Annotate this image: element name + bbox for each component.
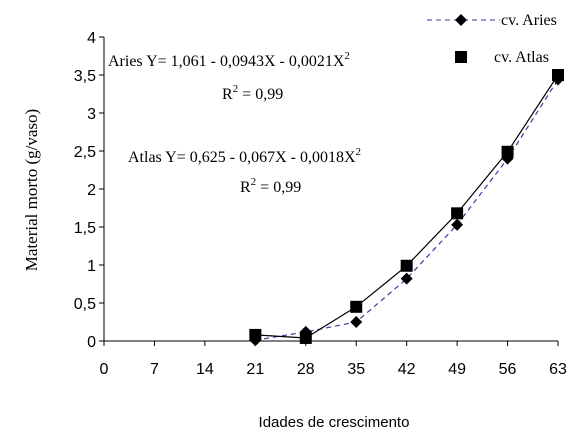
data-point-aries bbox=[451, 218, 464, 231]
series-lines bbox=[255, 74, 559, 341]
x-tick-label: 42 bbox=[398, 361, 416, 378]
y-tick-label: 1,5 bbox=[74, 220, 96, 237]
y-tick-label: 2 bbox=[87, 182, 96, 199]
x-tick-label: 49 bbox=[448, 361, 466, 378]
y-tick-label: 3,5 bbox=[74, 68, 96, 85]
legend: cv. Aries cv. Atlas bbox=[427, 12, 557, 66]
x-tick-label: 35 bbox=[347, 361, 365, 378]
y-tick-label: 0 bbox=[87, 334, 96, 351]
axes bbox=[103, 37, 558, 342]
data-point-atlas bbox=[249, 328, 262, 341]
x-ticks: 0 7 14 21 28 35 42 49 56 63 bbox=[100, 341, 567, 378]
x-tick-label: 21 bbox=[246, 361, 264, 378]
data-point-atlas bbox=[552, 69, 564, 81]
aries-equation: Aries Y= 1,061 - 0,0943X - 0,0021X2 bbox=[108, 50, 350, 70]
y-tick-label: 4 bbox=[87, 30, 96, 47]
series-line-aries bbox=[255, 79, 559, 341]
data-point-atlas bbox=[451, 207, 464, 220]
legend-entry-atlas: cv. Atlas bbox=[455, 49, 549, 66]
x-axis-label: Idades de crescimento bbox=[259, 414, 410, 431]
x-tick-label: 28 bbox=[297, 361, 315, 378]
y-axis-label: Material morto (g/vaso) bbox=[22, 109, 41, 271]
x-tick-label: 63 bbox=[549, 361, 567, 378]
data-point-aries bbox=[400, 272, 413, 285]
atlas-r-squared: R2 = 0,99 bbox=[240, 176, 301, 196]
x-tick-label: 7 bbox=[150, 361, 159, 378]
y-tick-label: 3 bbox=[87, 106, 96, 123]
x-tick-label: 56 bbox=[499, 361, 517, 378]
series-line-atlas bbox=[255, 74, 559, 339]
legend-marker-aries bbox=[455, 14, 467, 26]
data-point-aries bbox=[350, 316, 363, 328]
data-point-atlas bbox=[400, 259, 413, 272]
x-tick-label: 0 bbox=[100, 361, 109, 378]
x-tick-label: 14 bbox=[196, 361, 214, 378]
data-point-atlas bbox=[299, 331, 312, 344]
y-ticks: 0 0,5 1 1,5 2 2,5 3 3,5 4 bbox=[74, 30, 104, 351]
aries-r-squared: R2 = 0,99 bbox=[222, 83, 283, 103]
y-tick-label: 0,5 bbox=[74, 296, 96, 313]
legend-label-atlas: cv. Atlas bbox=[494, 49, 549, 66]
legend-label-aries: cv. Aries bbox=[501, 12, 557, 29]
series-points bbox=[249, 69, 564, 347]
y-tick-label: 1 bbox=[87, 258, 96, 275]
legend-marker-atlas bbox=[455, 51, 467, 63]
y-tick-label: 2,5 bbox=[74, 144, 96, 161]
data-point-atlas bbox=[350, 300, 363, 313]
data-point-atlas bbox=[501, 145, 514, 158]
legend-entry-aries: cv. Aries bbox=[427, 12, 557, 29]
atlas-equation: Atlas Y= 0,625 - 0,067X - 0,0018X2 bbox=[128, 146, 361, 166]
equation-annotations: Aries Y= 1,061 - 0,0943X - 0,0021X2 R2 =… bbox=[108, 50, 361, 196]
